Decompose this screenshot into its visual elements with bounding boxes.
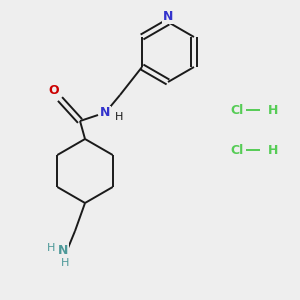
Text: N: N xyxy=(58,244,68,256)
Text: N: N xyxy=(100,106,110,119)
Text: H: H xyxy=(61,258,69,268)
Text: Cl: Cl xyxy=(230,103,243,116)
Text: H: H xyxy=(268,143,278,157)
Text: H: H xyxy=(47,243,55,253)
Text: Cl: Cl xyxy=(230,143,243,157)
Text: H: H xyxy=(268,103,278,116)
Text: H: H xyxy=(115,112,123,122)
Text: O: O xyxy=(49,85,59,98)
Text: N: N xyxy=(163,11,173,23)
